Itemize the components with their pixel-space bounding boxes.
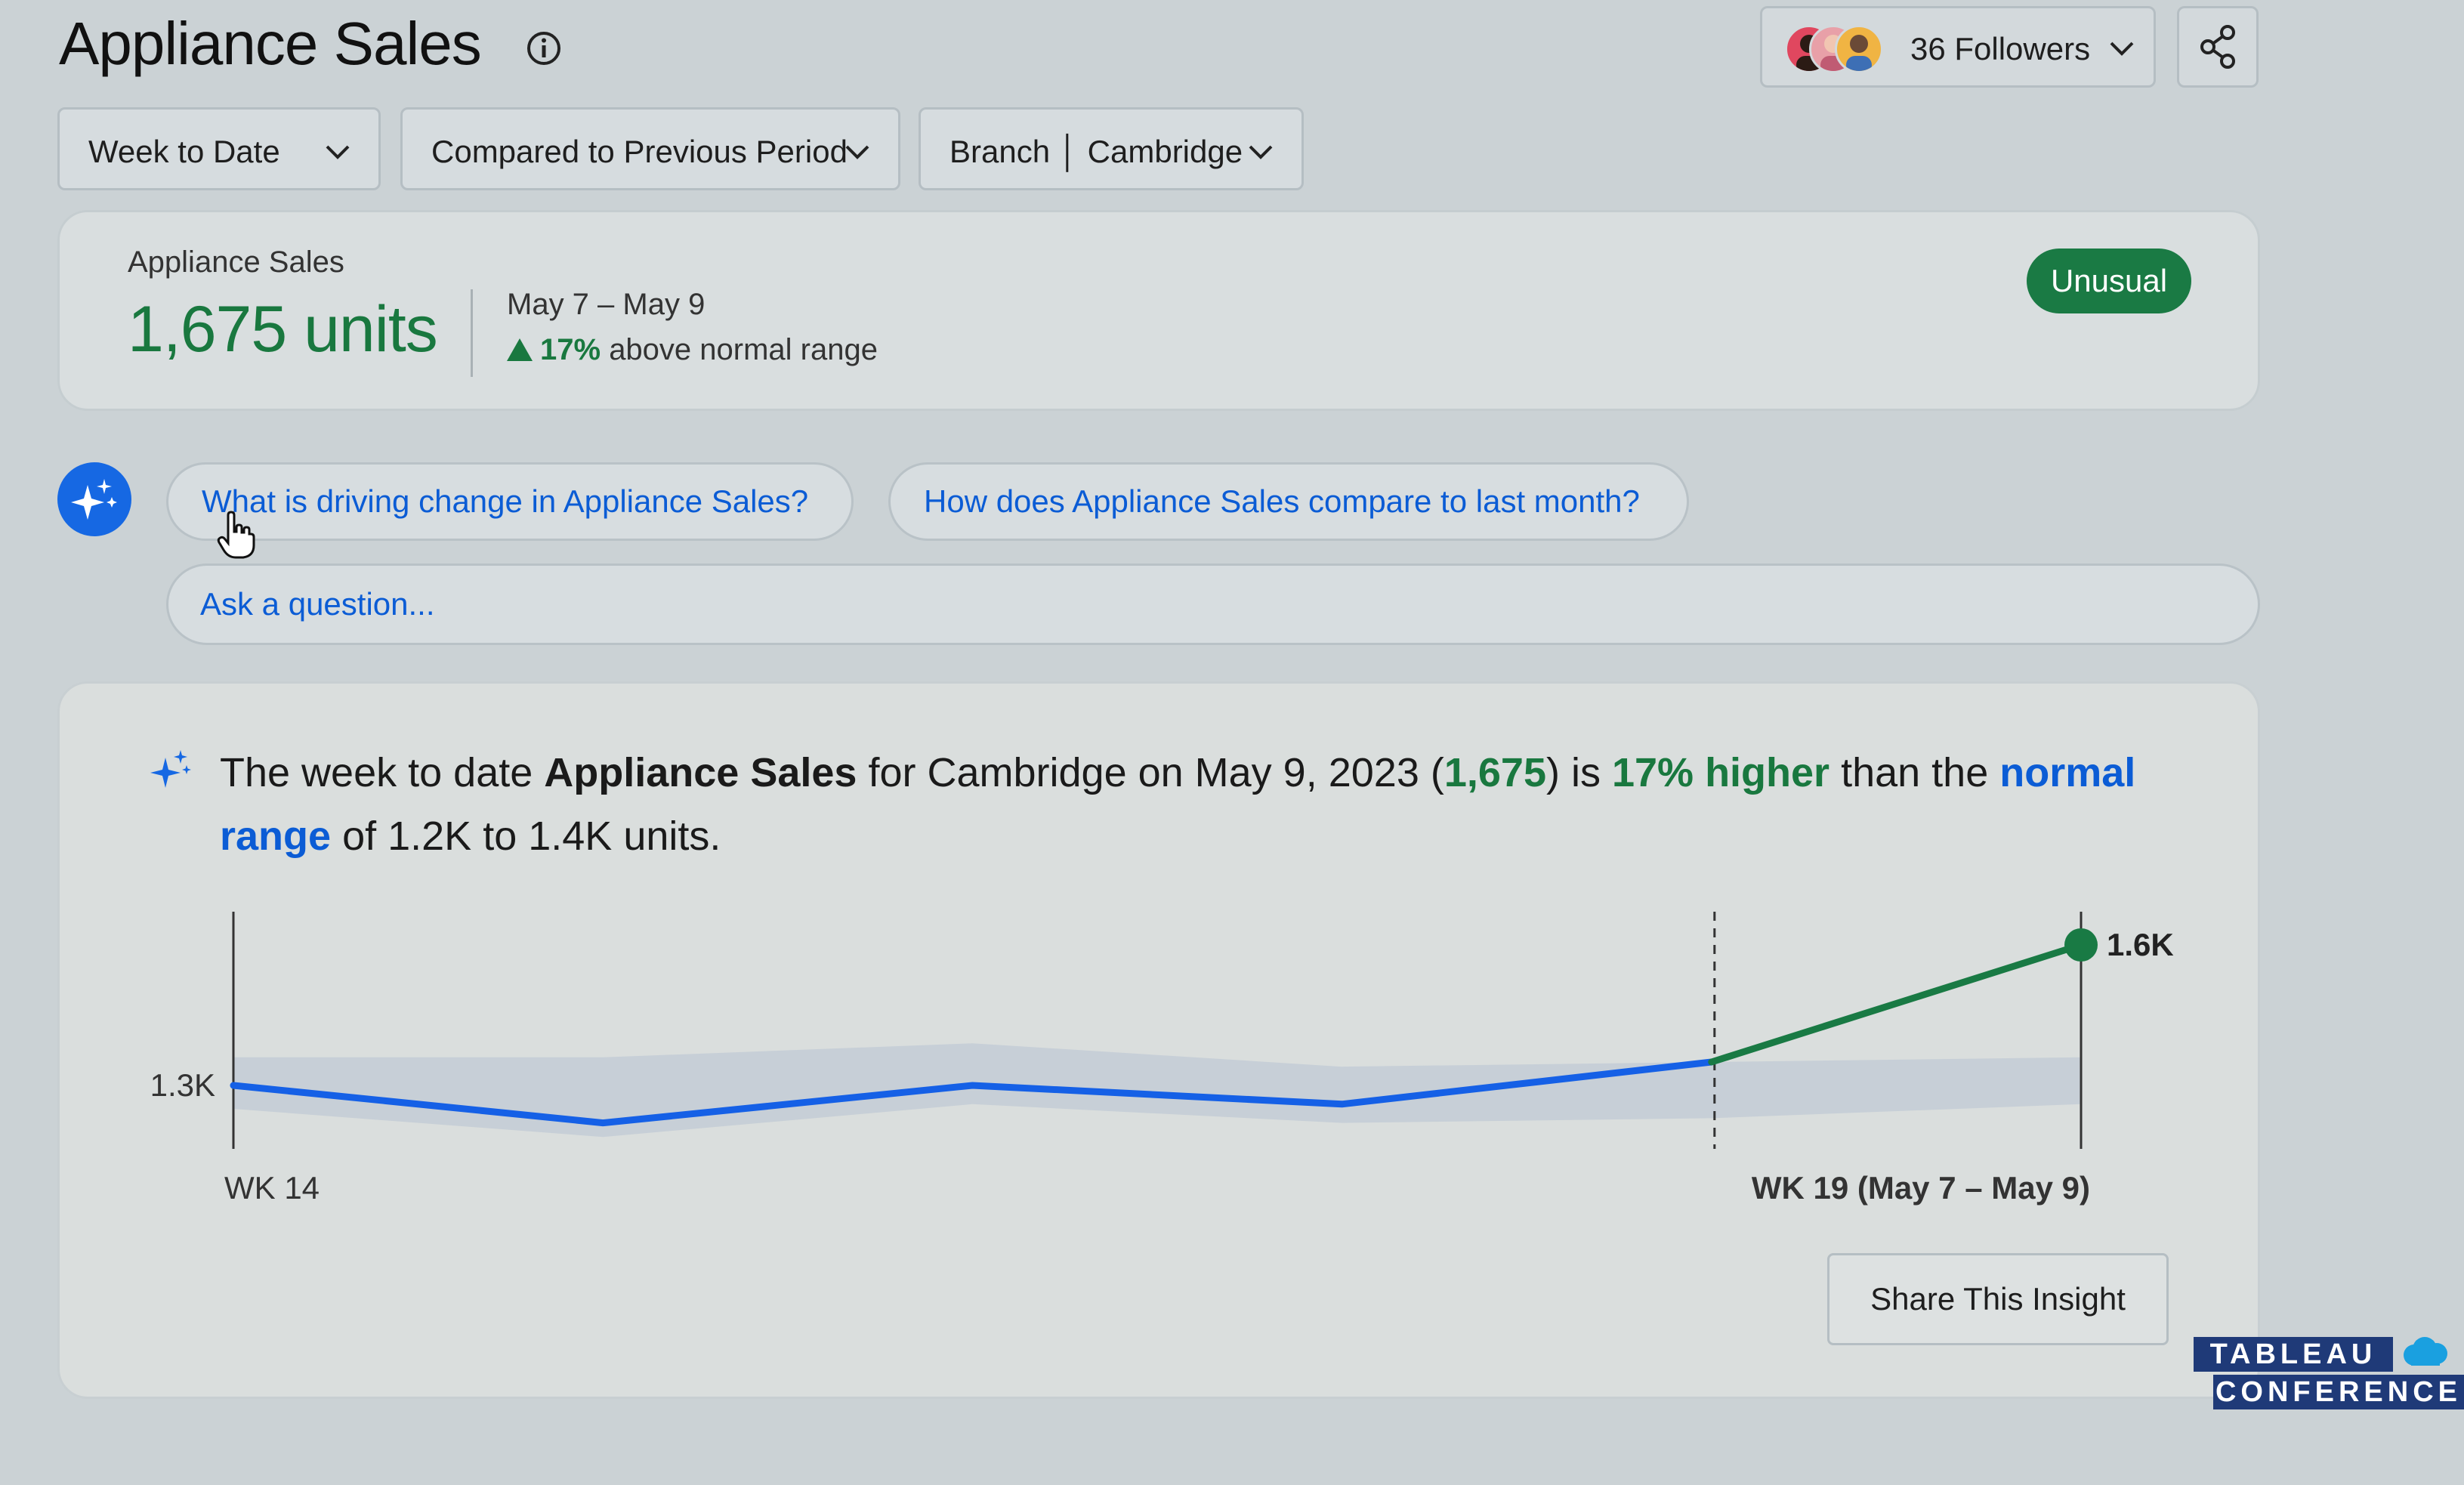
series-line (230, 1058, 1715, 1127)
insight-text: than the (1829, 750, 2000, 795)
insight-summary: The week to date Appliance Sales for Cam… (220, 741, 2199, 868)
chevron-down-icon (2110, 42, 2134, 56)
suggestion-compare-last-month[interactable]: How does Appliance Sales compare to last… (888, 462, 1689, 541)
sparkle-icon (71, 479, 117, 520)
kpi-delta-text: above normal range (609, 333, 878, 366)
insight-value: 1,675 (1444, 750, 1546, 795)
insight-text: of 1.2K to 1.4K units. (331, 814, 721, 859)
ask-question-input[interactable] (166, 563, 2260, 645)
insight-text: The week to date (220, 750, 545, 795)
x-tick-label: WK 14 (224, 1170, 320, 1206)
x-tick-label: WK 19 (May 7 – May 9) (1752, 1170, 2090, 1206)
share-button[interactable] (2177, 6, 2259, 88)
normal-range-link[interactable]: normal range (220, 750, 2136, 859)
insight-text: for Cambridge on May 9, 2023 ( (857, 750, 1444, 795)
share-insight-button[interactable]: Share This Insight (1827, 1253, 2169, 1345)
info-icon[interactable] (526, 30, 562, 66)
share-icon (2200, 25, 2235, 69)
insight-change: 17% higher (1611, 750, 1830, 795)
kpi-card: Appliance Sales 1,675 units May 7 – May … (57, 210, 2260, 411)
chevron-down-icon (845, 145, 869, 159)
current-point (2064, 928, 2098, 962)
suggestion-driving-change[interactable]: What is driving change in Appliance Sale… (166, 462, 854, 541)
kpi-delta: 17% above normal range (507, 333, 878, 367)
logo-text-line1: TABLEAU (2194, 1337, 2393, 1372)
arrow-up-icon (507, 338, 533, 361)
sparkle-icon (150, 750, 191, 788)
cloud-icon (2404, 1337, 2447, 1366)
mouse-cursor-icon (217, 511, 255, 559)
filter-label: Branch │ Cambridge (949, 134, 1243, 169)
followers-label: 36 Followers (1910, 31, 2091, 66)
avatar (1835, 25, 1883, 73)
chevron-down-icon (326, 145, 350, 159)
period-filter[interactable]: Week to Date (57, 107, 381, 190)
ai-assistant-button[interactable] (57, 462, 131, 536)
y-tick-label: 1.3K (150, 1067, 215, 1103)
branch-filter[interactable]: Branch │ Cambridge (919, 107, 1304, 190)
filter-label: Week to Date (88, 134, 280, 169)
kpi-title: Appliance Sales (128, 245, 344, 279)
chevron-down-icon (1249, 145, 1273, 159)
divider (471, 289, 473, 377)
comparison-filter[interactable]: Compared to Previous Period (400, 107, 900, 190)
page-title: Appliance Sales (59, 10, 482, 77)
kpi-date-range: May 7 – May 9 (507, 288, 706, 321)
normal-range-band (233, 1043, 2081, 1138)
tableau-conference-logo: TABLEAU CONFERENCE (2194, 1335, 2464, 1426)
kpi-value: 1,675 units (128, 293, 438, 366)
status-badge: Unusual (2027, 249, 2191, 313)
filter-label: Compared to Previous Period (431, 134, 848, 169)
insight-card: The week to date Appliance Sales for Cam… (57, 681, 2260, 1399)
insight-metric: Appliance Sales (544, 750, 857, 795)
series-line-highlight (1708, 941, 2085, 1066)
followers-button[interactable]: 36 Followers (1760, 6, 2156, 88)
data-label: 1.6K (2107, 927, 2174, 962)
trend-chart: 1.6K 1.3K WK 14 WK 19 (May 7 – May 9) (150, 912, 2174, 1206)
insight-text: ) is (1545, 750, 1612, 795)
logo-text-line2: CONFERENCE (2213, 1375, 2464, 1409)
kpi-delta-pct: 17% (540, 333, 601, 366)
